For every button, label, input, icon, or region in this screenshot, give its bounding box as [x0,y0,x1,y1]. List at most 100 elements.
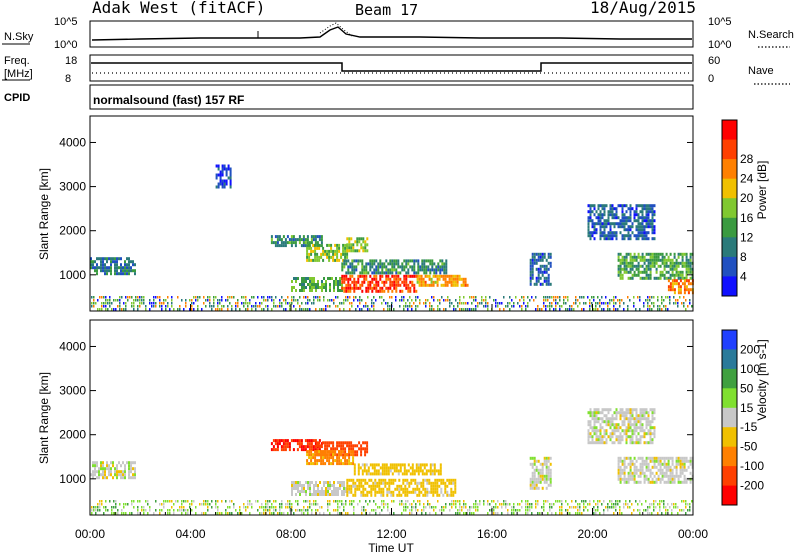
ground-scatter-cell [279,503,281,506]
ground-scatter-cell [557,302,559,305]
echo-cell [361,259,364,263]
colorbar-segment [722,139,737,160]
echo-cell [347,265,350,269]
echo-cell [296,439,299,443]
ground-scatter-cell [367,305,369,308]
echo-cell [303,286,305,289]
ground-scatter-cell [257,296,259,299]
ground-scatter-cell [493,500,495,503]
ground-scatter-cell [349,503,351,506]
echo-cell [450,277,453,281]
echo-cell [418,274,421,278]
echo-cell [605,417,608,421]
ground-scatter-cell [609,308,611,311]
ground-scatter-cell [409,512,411,515]
echo-cell [312,243,315,247]
ground-scatter-cell [619,302,621,305]
echo-cell [361,271,364,275]
echo-cell [641,270,644,274]
echo-cell [346,459,349,463]
echo-cell [531,456,534,460]
echo-cell [344,462,347,466]
echo-cell [387,274,390,278]
echo-cell [392,478,395,482]
ground-scatter-cell [301,509,303,512]
echo-cell [639,456,642,460]
echo-cell [388,487,391,491]
colorbar-tick-label: 12 [740,230,754,244]
echo-cell [312,462,315,466]
echo-cell [653,417,656,421]
ground-scatter-cell [567,503,569,506]
echo-cell [309,280,311,283]
ground-scatter-cell [485,305,487,308]
echo-cell [432,490,435,494]
echo-cell [96,272,98,276]
ground-scatter-cell [141,506,143,509]
echo-cell [295,484,297,487]
ground-scatter-cell [685,308,687,311]
ground-scatter-cell [579,506,581,509]
echo-cell [401,472,404,476]
ground-scatter-cell [457,512,459,515]
ground-scatter-cell [517,302,519,305]
echo-cell [633,441,636,445]
echo-cell [350,447,353,451]
ground-scatter-cell [407,506,409,509]
echo-cell [342,252,345,256]
echo-cell [353,277,356,281]
echo-cell [587,228,590,232]
echo-cell [350,441,353,445]
echo-cell [647,432,650,436]
ground-scatter-cell [113,506,115,509]
echo-cell [422,283,425,287]
ground-scatter-cell [239,506,241,509]
ground-scatter-cell [275,305,277,308]
echo-cell [130,260,132,264]
ground-scatter-cell [149,509,151,512]
ground-scatter-cell [431,308,433,311]
ground-scatter-cell [495,503,497,506]
ground-scatter-cell [281,503,283,506]
ground-scatter-cell [501,503,503,506]
echo-cell [643,408,646,412]
ground-scatter-cell [645,509,647,512]
echo-cell [330,243,333,247]
echo-cell [617,270,620,274]
echo-cell [541,462,544,466]
echo-cell [362,441,365,445]
echo-cell [372,487,375,491]
ground-scatter-cell [135,299,137,302]
ground-scatter-cell [623,302,625,305]
ground-scatter-cell [439,308,441,311]
ground-scatter-cell [433,299,435,302]
echo-cell [655,477,658,481]
ground-scatter-cell [303,296,305,299]
echo-cell [637,480,640,484]
ground-scatter-cell [137,305,139,308]
ground-scatter-cell [227,512,229,515]
echo-cell [593,429,596,433]
echo-cell [110,263,112,267]
ground-scatter-cell [689,506,691,509]
echo-cell [448,274,451,278]
ground-scatter-cell [503,296,505,299]
ground-scatter-cell [533,299,535,302]
echo-cell [310,445,313,449]
echo-cell [134,272,136,276]
ground-scatter-cell [245,308,247,311]
echo-cell [651,252,654,256]
ground-scatter-cell [341,500,343,503]
echo-cell [679,462,682,466]
echo-cell [637,420,640,424]
ground-scatter-cell [607,509,609,512]
ground-scatter-cell [365,512,367,515]
echo-cell [683,474,686,478]
ground-scatter-cell [475,503,477,506]
ground-scatter-cell [561,509,563,512]
echo-cell [94,461,96,465]
ground-scatter-cell [411,509,413,512]
ground-scatter-cell [359,299,361,302]
echo-cell [661,468,664,472]
echo-cell [291,487,293,490]
